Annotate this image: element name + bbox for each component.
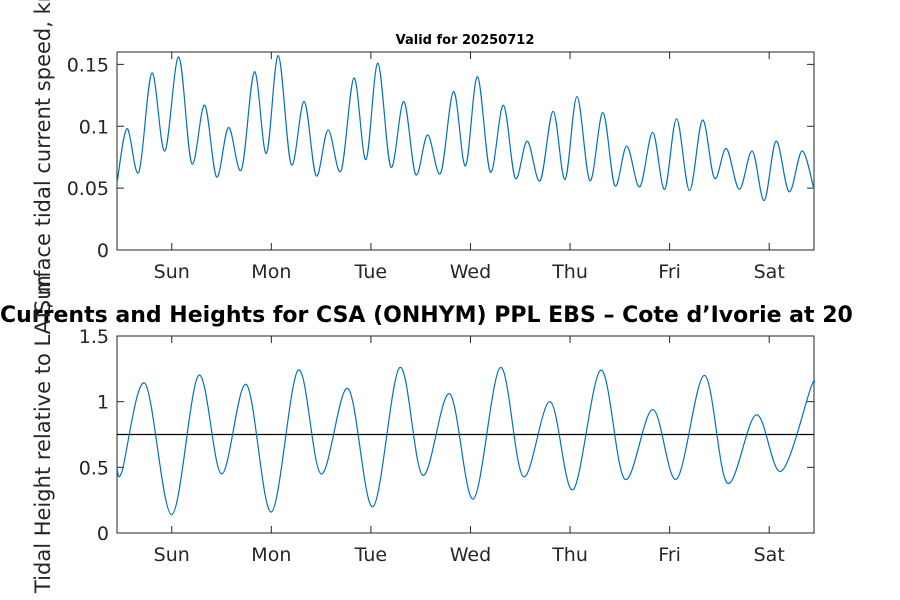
tidal-height-plot: Currents and Heights for CSA (ONHYM) PPL… [0, 275, 853, 594]
current-speed-xtick-label: Sun [154, 261, 190, 283]
current-speed-ylabel: Surface tidal current speed, kn [31, 0, 55, 313]
current-speed-xtick-label: Sat [754, 261, 785, 283]
current-speed-ytick-label: 0.1 [79, 116, 109, 138]
current-speed-ytick-label: 0 [97, 240, 109, 262]
tidal-height-xtick-label: Thu [551, 544, 588, 566]
current-speed-xtick-label: Fri [658, 261, 681, 283]
current-speed-ticks: 0 0.05 0.1 0.15 Sun Mon Tue Wed Thu Fri Sat [67, 52, 814, 283]
tidal-height-ytick-label: 1.5 [79, 326, 109, 348]
current-speed-series-line [116, 55, 815, 202]
tidal-height-xtick-label: Wed [450, 544, 491, 566]
current-speed-xtick-label: Thu [551, 261, 588, 283]
current-speed-title: Valid for 20250712 [396, 33, 535, 48]
current-speed-xtick-label: Wed [450, 261, 491, 283]
current-speed-xtick-label: Mon [251, 261, 291, 283]
current-speed-axes-box [116, 51, 815, 251]
tidal-height-xtick-label: Sat [754, 544, 785, 566]
tidal-height-ticks: 0 0.5 1 1.5 Sun Mon Tue Wed Thu Fri Sat [79, 326, 814, 566]
tidal-height-ytick-label: 0.5 [79, 457, 109, 479]
tidal-height-ytick-label: 0 [97, 523, 109, 545]
current-speed-plot: Valid for 20250712 Surface tidal current… [31, 0, 815, 313]
tidal-height-ytick-label: 1 [97, 392, 109, 414]
current-speed-ytick-label: 0.15 [67, 54, 109, 76]
current-speed-ytick-label: 0.05 [67, 178, 109, 200]
tidal-height-series-line [116, 366, 815, 516]
tidal-height-ylabel: Tidal Height relative to LAT, m [31, 275, 55, 594]
tidal-height-xtick-label: Sun [154, 544, 190, 566]
current-speed-xtick-label: Tue [354, 261, 387, 283]
tidal-height-xtick-label: Mon [251, 544, 291, 566]
tidal-height-title: Currents and Heights for CSA (ONHYM) PPL… [0, 303, 853, 328]
tidal-height-xtick-label: Tue [354, 544, 387, 566]
tidal-height-xtick-label: Fri [658, 544, 681, 566]
